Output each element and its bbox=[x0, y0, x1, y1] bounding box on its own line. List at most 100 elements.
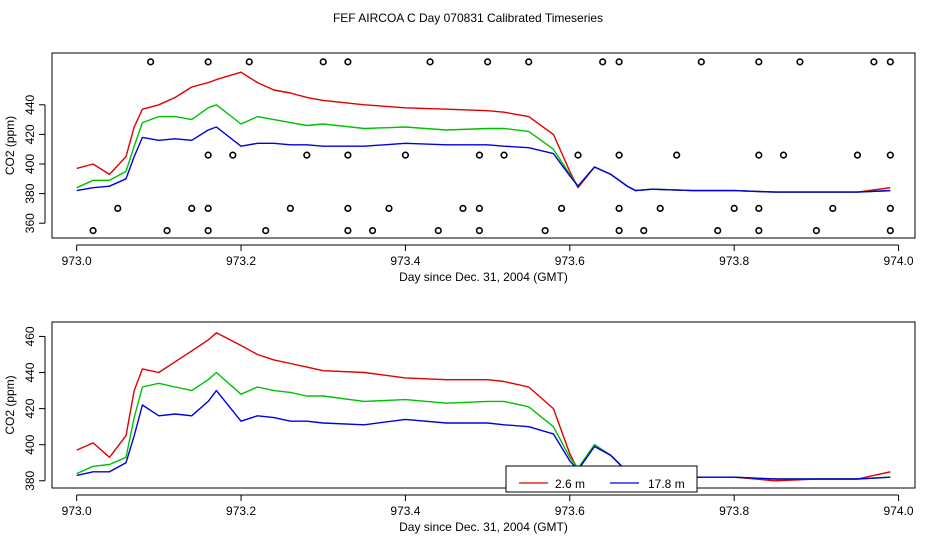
sample-marker bbox=[615, 58, 623, 66]
sample-marker bbox=[475, 227, 483, 235]
sample-marker bbox=[147, 58, 155, 66]
sample-marker bbox=[204, 204, 212, 212]
series-line-red bbox=[76, 332, 891, 482]
x-tick-label: 973.0 bbox=[62, 504, 92, 518]
plot-frame bbox=[51, 321, 916, 489]
x-tick-label: 973.8 bbox=[719, 504, 749, 518]
sample-marker bbox=[557, 204, 566, 212]
sample-marker bbox=[615, 151, 623, 159]
sample-marker bbox=[163, 227, 171, 235]
sample-marker bbox=[500, 151, 508, 159]
sample-marker bbox=[344, 227, 352, 235]
y-axis-label: CO2 (ppm) bbox=[3, 116, 17, 175]
panel-bottom: 973.0 973.2 973.4 973.6 973.8 974.0 Day since … bbox=[3, 321, 916, 534]
y-axis-label: CO2 (ppm) bbox=[3, 375, 17, 434]
sample-marker bbox=[755, 58, 763, 66]
y-tick-label: 400 bbox=[23, 154, 37, 174]
x-tick-label: 973.0 bbox=[62, 254, 92, 268]
sample-marker bbox=[245, 58, 253, 66]
sample-marker bbox=[188, 204, 196, 212]
sample-marker bbox=[401, 151, 410, 159]
sample-marker bbox=[426, 58, 434, 66]
sample-marker bbox=[714, 227, 722, 235]
x-tick-label: 973.2 bbox=[226, 254, 256, 268]
sample-marker bbox=[697, 58, 705, 66]
series-line-blue bbox=[76, 389, 891, 480]
series-line-green bbox=[76, 104, 891, 193]
y-tick-label: 380 bbox=[23, 183, 37, 203]
sample-marker bbox=[615, 227, 623, 235]
y-tick-label: 440 bbox=[23, 362, 37, 382]
sample-marker bbox=[886, 204, 894, 212]
sample-marker bbox=[779, 151, 788, 159]
y-axis: 360 380 400 420 440 bbox=[23, 94, 46, 233]
legend-box bbox=[505, 465, 698, 493]
y-tick-label: 420 bbox=[23, 124, 37, 144]
x-tick-label: 973.4 bbox=[390, 504, 420, 518]
y-tick-label: 360 bbox=[23, 213, 37, 233]
sample-marker bbox=[755, 151, 763, 159]
x-tick-label: 973.6 bbox=[555, 504, 585, 518]
legend-label: 17.8 m bbox=[648, 477, 685, 491]
x-axis-label: Day since Dec. 31, 2004 (GMT) bbox=[399, 520, 568, 534]
sample-marker bbox=[640, 227, 648, 235]
chart-title: FEF AIRCOA C Day 070831 Calibrated Times… bbox=[333, 11, 603, 25]
sample-marker bbox=[368, 227, 377, 235]
sample-marker bbox=[730, 204, 738, 212]
y-tick-label: 420 bbox=[23, 398, 37, 418]
x-tick-label: 973.8 bbox=[719, 254, 749, 268]
x-tick-label: 974.0 bbox=[884, 254, 914, 268]
sample-marker bbox=[344, 151, 352, 159]
sample-marker bbox=[475, 151, 483, 159]
y-tick-label: 400 bbox=[23, 434, 37, 454]
sample-marker bbox=[755, 204, 763, 212]
sample-marker bbox=[870, 58, 878, 66]
sample-marker bbox=[599, 58, 607, 66]
sample-marker bbox=[344, 58, 352, 66]
sample-marker bbox=[796, 58, 804, 66]
sample-marker bbox=[812, 227, 820, 235]
sample-marker bbox=[114, 204, 122, 212]
x-axis-label: Day since Dec. 31, 2004 (GMT) bbox=[399, 270, 568, 284]
y-tick-label: 440 bbox=[23, 94, 37, 114]
x-tick-label: 973.4 bbox=[390, 254, 420, 268]
sample-marker bbox=[344, 204, 352, 212]
plot-frame bbox=[51, 52, 916, 239]
sample-marker bbox=[204, 151, 212, 159]
sample-marker bbox=[853, 151, 862, 159]
sample-marker bbox=[385, 204, 393, 212]
sample-marker bbox=[541, 227, 549, 235]
legend-label: 2.6 m bbox=[555, 477, 585, 491]
sample-marker bbox=[574, 151, 582, 159]
sample-marker bbox=[89, 227, 97, 235]
series-line-red bbox=[76, 71, 891, 193]
sample-marker bbox=[204, 227, 212, 235]
series-line-green bbox=[76, 371, 891, 480]
sample-marker bbox=[434, 227, 442, 235]
legend: 2.6 m 17.8 m bbox=[505, 465, 698, 493]
sample-marker bbox=[525, 58, 533, 66]
sample-marker bbox=[829, 204, 837, 212]
x-axis: 973.0 973.2 973.4 973.6 973.8 974.0 bbox=[62, 244, 914, 268]
sample-marker bbox=[656, 204, 664, 212]
sample-marker bbox=[475, 204, 483, 212]
sample-marker bbox=[262, 227, 270, 235]
sample-marker bbox=[673, 151, 681, 159]
sample-marker bbox=[459, 204, 467, 212]
sample-marker bbox=[886, 227, 894, 235]
y-axis: 380 400 420 440 460 bbox=[23, 326, 46, 491]
sample-marker bbox=[886, 151, 894, 159]
sample-marker bbox=[886, 58, 894, 66]
y-tick-label: 380 bbox=[23, 470, 37, 490]
sample-marker bbox=[286, 204, 294, 212]
panel-top: 973.0 973.2 973.4 973.6 973.8 974.0 Day since … bbox=[3, 52, 916, 284]
sample-marker bbox=[229, 151, 237, 159]
x-tick-label: 973.2 bbox=[226, 504, 256, 518]
sample-marker bbox=[615, 204, 623, 212]
sample-marker bbox=[484, 58, 492, 66]
x-axis: 973.0 973.2 973.4 973.6 973.8 974.0 bbox=[62, 494, 914, 518]
sample-marker bbox=[204, 58, 212, 66]
sample-marker bbox=[303, 151, 311, 159]
y-tick-label: 460 bbox=[23, 326, 37, 346]
